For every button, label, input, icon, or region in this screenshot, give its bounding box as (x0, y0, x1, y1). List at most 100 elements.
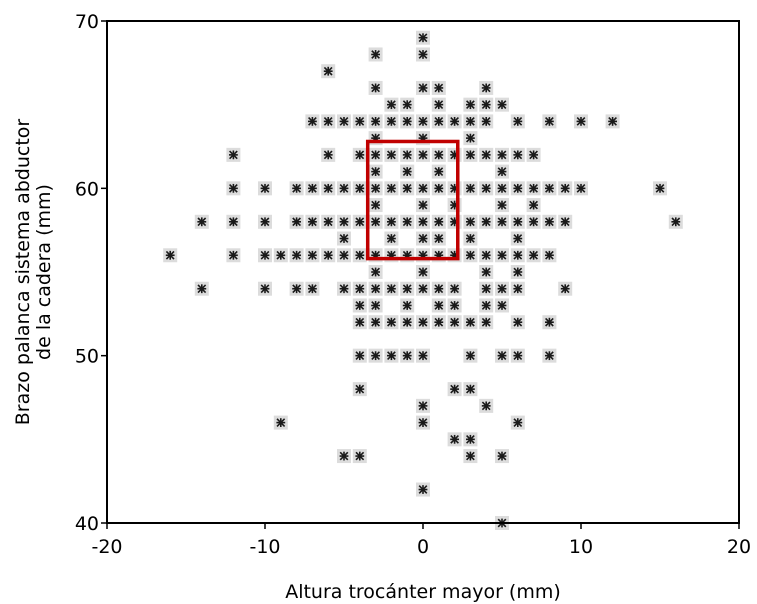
data-point (321, 114, 336, 129)
x-axis-title: Altura trocánter mayor (mm) (285, 581, 561, 603)
data-point (400, 164, 415, 179)
data-point (431, 315, 446, 330)
data-point (258, 248, 272, 263)
data-point (368, 147, 383, 162)
data-point (337, 214, 351, 229)
data-point (321, 147, 336, 162)
data-point (416, 80, 430, 95)
data-point (431, 97, 446, 112)
data-point (447, 281, 462, 296)
data-point (400, 281, 415, 296)
data-point (226, 181, 241, 196)
data-point (510, 181, 525, 196)
data-point (305, 181, 320, 196)
data-point (542, 181, 557, 196)
data-point (352, 315, 367, 330)
data-point (289, 281, 304, 296)
data-point (416, 348, 430, 363)
data-point (321, 248, 336, 263)
data-point (416, 265, 430, 279)
data-point (368, 348, 383, 363)
data-point (337, 231, 351, 246)
data-point (352, 348, 367, 363)
data-point (400, 315, 415, 330)
data-point (368, 281, 383, 296)
y-tick-label: 60 (75, 178, 99, 200)
y-tick-label: 70 (75, 11, 99, 33)
data-point (463, 231, 478, 246)
data-point (510, 114, 525, 129)
data-point (400, 214, 415, 229)
data-point (479, 97, 494, 112)
data-point (226, 214, 241, 229)
data-point (495, 181, 509, 196)
data-point (495, 164, 509, 179)
data-point (495, 449, 509, 464)
data-point (463, 147, 478, 162)
x-tick-label: 10 (569, 536, 593, 558)
data-point (495, 97, 509, 112)
data-point (463, 214, 478, 229)
data-point (526, 147, 541, 162)
data-point (273, 248, 288, 263)
x-tick-label: -10 (249, 536, 280, 558)
data-point (321, 64, 336, 79)
data-point (542, 348, 557, 363)
data-point (510, 214, 525, 229)
data-point (352, 214, 367, 229)
data-point (463, 131, 478, 146)
data-point (479, 265, 494, 279)
data-point (479, 248, 494, 263)
data-point (495, 147, 509, 162)
data-point (431, 298, 446, 313)
data-point (605, 114, 620, 129)
data-point (510, 231, 525, 246)
data-point (416, 482, 430, 497)
data-point (416, 281, 430, 296)
data-point (321, 214, 336, 229)
data-point (431, 214, 446, 229)
data-point (447, 298, 462, 313)
data-point (384, 147, 399, 162)
data-point (384, 348, 399, 363)
points-layer (163, 30, 683, 530)
data-point (258, 214, 272, 229)
data-point (542, 315, 557, 330)
data-point (463, 181, 478, 196)
data-point (368, 80, 383, 95)
data-point (463, 114, 478, 129)
data-point (510, 281, 525, 296)
data-point (368, 214, 383, 229)
data-point (431, 231, 446, 246)
data-point (416, 30, 430, 45)
data-point (431, 281, 446, 296)
data-point (289, 248, 304, 263)
data-point (305, 281, 320, 296)
data-point (368, 198, 383, 213)
y-tick-label: 50 (75, 346, 99, 368)
data-point (463, 432, 478, 447)
data-point (400, 181, 415, 196)
data-point (352, 281, 367, 296)
data-point (479, 281, 494, 296)
data-point (479, 398, 494, 413)
data-point (510, 315, 525, 330)
data-point (479, 80, 494, 95)
data-point (574, 114, 588, 129)
data-point (447, 432, 462, 447)
data-point (431, 147, 446, 162)
data-point (463, 248, 478, 263)
data-point (479, 181, 494, 196)
data-point (542, 114, 557, 129)
data-point (400, 147, 415, 162)
data-point (416, 398, 430, 413)
data-point (479, 315, 494, 330)
data-point (653, 181, 667, 196)
data-point (463, 97, 478, 112)
data-point (368, 315, 383, 330)
data-point (495, 248, 509, 263)
data-point (479, 114, 494, 129)
data-point (495, 281, 509, 296)
data-point (226, 147, 241, 162)
